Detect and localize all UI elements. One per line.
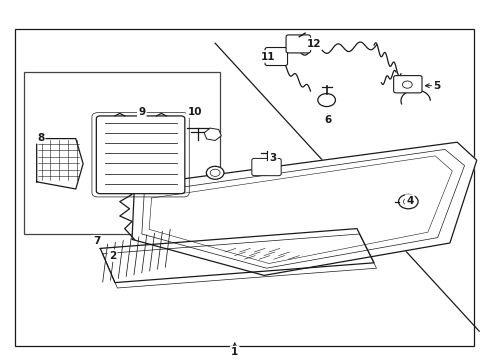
- Bar: [15, 29, 473, 346]
- Text: 1: 1: [231, 347, 238, 357]
- Polygon shape: [37, 139, 83, 189]
- Circle shape: [402, 81, 411, 88]
- Circle shape: [398, 194, 417, 209]
- Text: 7: 7: [93, 236, 101, 246]
- FancyBboxPatch shape: [393, 76, 421, 93]
- Text: 6: 6: [324, 114, 330, 125]
- Text: 4: 4: [405, 195, 413, 206]
- Text: 9: 9: [138, 107, 145, 117]
- FancyBboxPatch shape: [96, 116, 184, 194]
- Bar: [24, 72, 220, 234]
- Text: 3: 3: [269, 153, 276, 163]
- Text: 5: 5: [432, 81, 439, 91]
- Circle shape: [317, 94, 335, 107]
- Polygon shape: [132, 142, 476, 275]
- Text: 12: 12: [306, 39, 321, 49]
- FancyBboxPatch shape: [251, 158, 281, 176]
- FancyBboxPatch shape: [264, 48, 287, 66]
- Circle shape: [403, 198, 412, 205]
- Text: 10: 10: [187, 107, 202, 117]
- Polygon shape: [100, 229, 373, 283]
- Circle shape: [206, 166, 224, 179]
- FancyBboxPatch shape: [285, 35, 310, 53]
- Circle shape: [210, 169, 220, 176]
- Text: 8: 8: [37, 132, 44, 143]
- Text: 2: 2: [109, 251, 116, 261]
- Text: 11: 11: [260, 51, 275, 62]
